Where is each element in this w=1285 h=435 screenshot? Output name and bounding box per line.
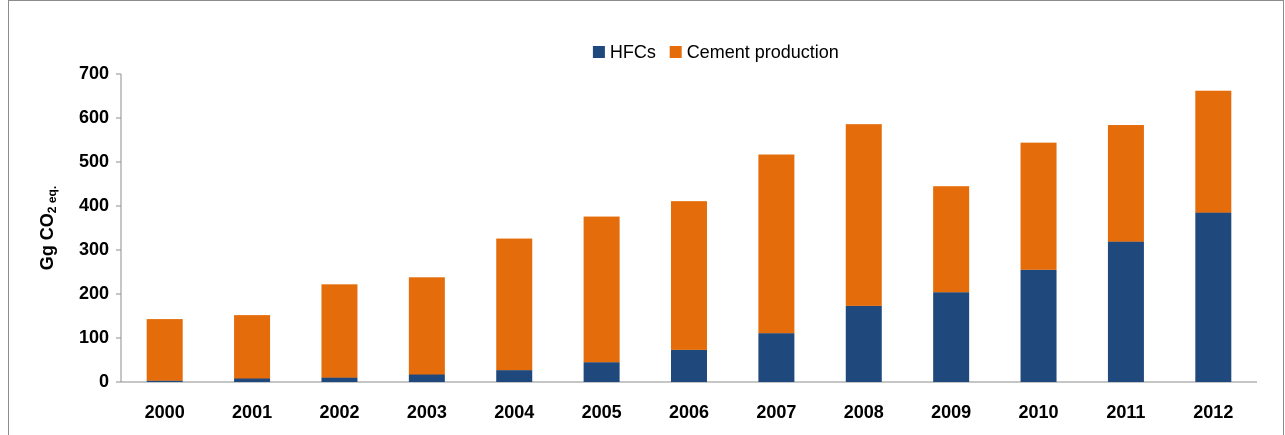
x-tick-label: 2007 bbox=[756, 402, 796, 422]
x-tick-label: 2006 bbox=[669, 402, 709, 422]
y-tick-label: 500 bbox=[79, 151, 109, 171]
bar-segment bbox=[583, 216, 620, 363]
bar-segment bbox=[1020, 142, 1057, 270]
bar-segment bbox=[146, 319, 183, 381]
y-axis-label: Gg CO2 eq. bbox=[37, 186, 59, 270]
bar-segment bbox=[321, 284, 358, 378]
y-tick-label: 700 bbox=[79, 63, 109, 83]
legend-label: Cement production bbox=[687, 42, 839, 62]
y-tick-label: 100 bbox=[79, 327, 109, 347]
x-tick-label: 2000 bbox=[145, 402, 185, 422]
y-tick-label: 400 bbox=[79, 195, 109, 215]
x-tick-label: 2004 bbox=[494, 402, 534, 422]
x-tick-label: 2003 bbox=[407, 402, 447, 422]
bar-segment bbox=[496, 238, 533, 371]
x-tick-label: 2008 bbox=[844, 402, 884, 422]
bar-segment bbox=[758, 154, 795, 334]
x-tick-label: 2009 bbox=[931, 402, 971, 422]
bar-segment bbox=[1195, 90, 1232, 213]
bar-segment bbox=[321, 377, 358, 382]
bar-segment bbox=[845, 305, 882, 382]
legend-swatch bbox=[592, 46, 605, 58]
bar-segment bbox=[408, 277, 445, 375]
bar-segment bbox=[758, 333, 795, 382]
x-tick-label: 2012 bbox=[1193, 402, 1233, 422]
bar-segment bbox=[234, 315, 271, 379]
bar-segment bbox=[671, 201, 707, 350]
x-tick-label: 2001 bbox=[232, 402, 272, 422]
bar-segment bbox=[1195, 212, 1232, 382]
y-label-subscript: 2 eq. bbox=[45, 186, 59, 213]
bar-segment bbox=[408, 374, 445, 382]
legend-label: HFCs bbox=[610, 42, 656, 62]
chart-border bbox=[8, 0, 1284, 435]
bar-segment bbox=[671, 349, 707, 382]
bar-segment bbox=[234, 378, 271, 382]
y-tick-label: 300 bbox=[79, 239, 109, 259]
bar-segment bbox=[496, 370, 533, 382]
y-label-text: Gg CO bbox=[37, 213, 57, 270]
x-tick-label: 2011 bbox=[1106, 402, 1145, 422]
y-tick-label: 600 bbox=[79, 107, 109, 127]
bar-segment bbox=[1020, 269, 1057, 382]
x-tick-label: 2005 bbox=[582, 402, 622, 422]
bar-segment bbox=[1107, 241, 1144, 382]
x-tick-label: 2002 bbox=[319, 402, 359, 422]
y-tick-label: 0 bbox=[99, 371, 109, 391]
y-tick-label: 200 bbox=[79, 283, 109, 303]
legend-swatch bbox=[669, 46, 682, 58]
bar-segment bbox=[146, 380, 183, 382]
bar-segment bbox=[1107, 125, 1144, 242]
bar-segment bbox=[583, 362, 620, 382]
bar-segment bbox=[845, 124, 882, 306]
bar-segment bbox=[933, 292, 970, 382]
x-tick-label: 2010 bbox=[1019, 402, 1059, 422]
bar-segment bbox=[933, 186, 970, 293]
